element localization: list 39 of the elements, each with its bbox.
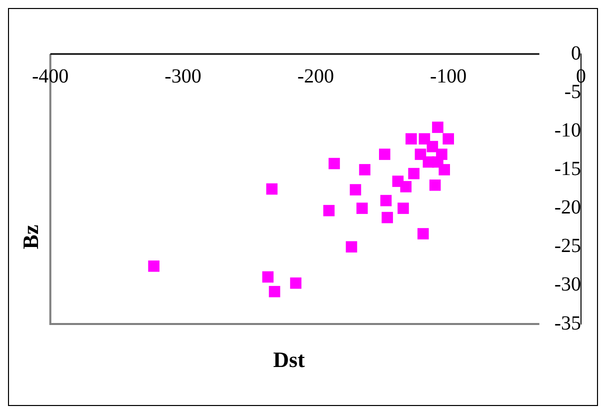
- point: [432, 122, 444, 133]
- y-tick-label: -10: [554, 119, 581, 142]
- point: [359, 164, 370, 176]
- point: [380, 194, 392, 206]
- point: [417, 228, 429, 240]
- point: [442, 133, 454, 145]
- y-tick-label: -20: [554, 196, 581, 219]
- point: [350, 184, 362, 196]
- point: [414, 148, 426, 160]
- y-tick-label: -35: [554, 312, 581, 334]
- point: [408, 168, 420, 180]
- point: [418, 133, 430, 145]
- y-tick-label: 0: [571, 42, 581, 64]
- x-tick-label: -200: [297, 65, 334, 88]
- point: [290, 277, 302, 289]
- x-tick-label: -400: [32, 65, 69, 88]
- point: [400, 181, 412, 192]
- y-tick-label: -25: [554, 235, 581, 258]
- point: [323, 204, 335, 216]
- point: [268, 286, 280, 298]
- point: [382, 212, 393, 224]
- point: [346, 241, 358, 253]
- point: [398, 202, 409, 214]
- y-axis-title: Bz: [18, 224, 44, 250]
- point: [262, 271, 274, 283]
- point: [328, 158, 340, 170]
- point: [406, 133, 417, 145]
- point: [356, 202, 368, 214]
- y-tick-label: -30: [554, 274, 581, 296]
- point: [148, 260, 160, 272]
- point: [432, 156, 444, 168]
- point: [429, 179, 441, 191]
- point: [266, 183, 278, 195]
- x-tick-label: -300: [164, 65, 202, 88]
- x-axis-title: Dst: [272, 347, 306, 373]
- y-tick-label: -15: [554, 158, 581, 180]
- point: [426, 140, 438, 152]
- x-tick-label: -100: [430, 65, 467, 88]
- point: [378, 148, 390, 160]
